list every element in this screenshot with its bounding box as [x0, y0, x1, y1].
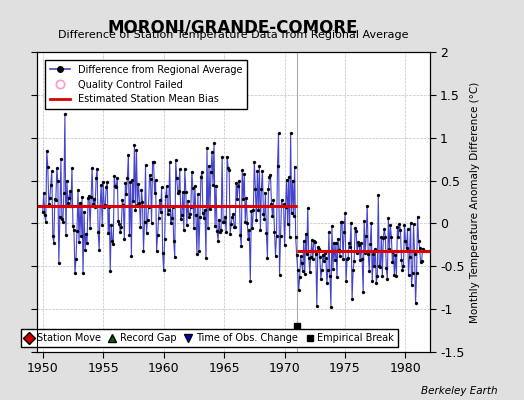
Title: MORONI/GRANDE-COMORE: MORONI/GRANDE-COMORE — [108, 18, 358, 36]
Text: Difference of Station Temperature Data from Regional Average: Difference of Station Temperature Data f… — [58, 30, 408, 40]
Text: Berkeley Earth: Berkeley Earth — [421, 386, 498, 396]
Y-axis label: Monthly Temperature Anomaly Difference (°C): Monthly Temperature Anomaly Difference (… — [470, 81, 480, 323]
Legend: Station Move, Record Gap, Time of Obs. Change, Empirical Break: Station Move, Record Gap, Time of Obs. C… — [21, 329, 398, 347]
